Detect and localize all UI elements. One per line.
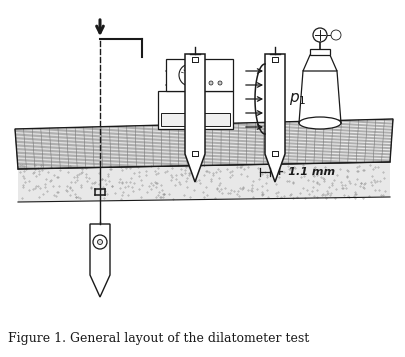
Circle shape <box>312 28 326 42</box>
Bar <box>158 91 232 129</box>
Circle shape <box>330 30 340 40</box>
Circle shape <box>209 81 213 85</box>
Circle shape <box>217 81 222 85</box>
Polygon shape <box>185 54 205 182</box>
Polygon shape <box>18 162 389 202</box>
Ellipse shape <box>298 117 340 129</box>
Circle shape <box>97 240 102 245</box>
Text: $p_0$: $p_0$ <box>209 91 226 107</box>
Text: + 1.1 mm: + 1.1 mm <box>274 167 334 177</box>
Polygon shape <box>264 54 284 182</box>
Bar <box>161 113 230 126</box>
Bar <box>166 59 232 91</box>
Polygon shape <box>15 119 392 169</box>
Polygon shape <box>90 224 110 297</box>
Polygon shape <box>302 55 336 71</box>
Text: $p_1$: $p_1$ <box>288 91 306 107</box>
Bar <box>309 49 329 55</box>
Circle shape <box>93 235 107 249</box>
Text: Figure 1. General layout of the dilatometer test: Figure 1. General layout of the dilatome… <box>8 332 309 345</box>
Circle shape <box>179 64 200 86</box>
